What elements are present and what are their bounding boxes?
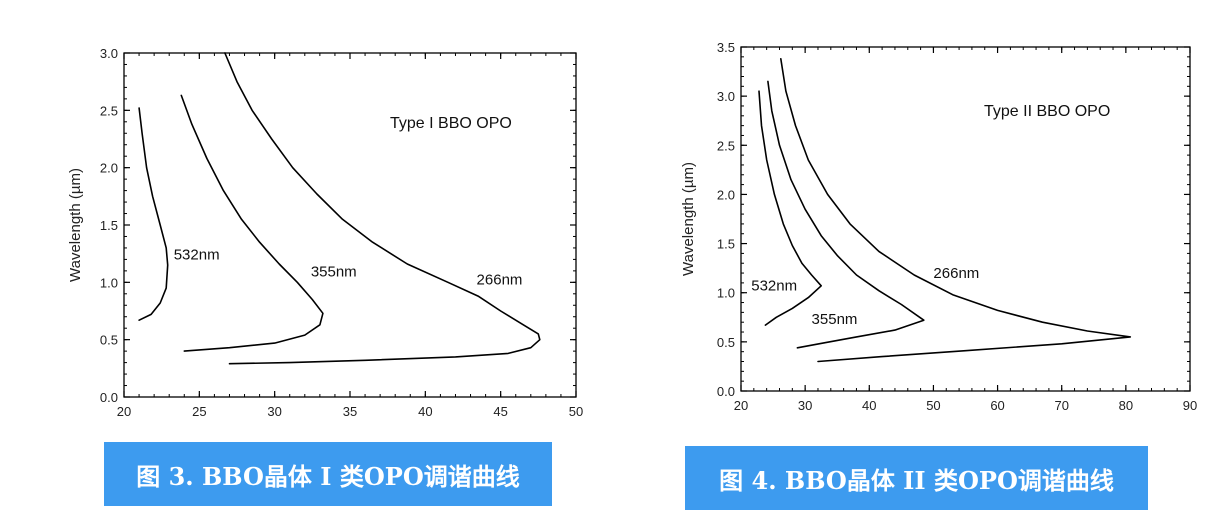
series-line-532nm <box>138 107 169 321</box>
figure-caption-type-i: 图 3. BBO晶体 I 类OPO调谐曲线 <box>104 442 552 506</box>
x-tick-label: 80 <box>1119 398 1133 413</box>
x-tick-label: 40 <box>418 404 432 419</box>
y-tick-label: 0.0 <box>100 390 118 405</box>
series-label-266nm: 266nm <box>477 272 523 289</box>
figure-caption-type-ii: 图 4. BBO晶体 II 类OPO调谐曲线 <box>685 446 1148 510</box>
x-tick-label: 70 <box>1054 398 1068 413</box>
y-tick-label: 2.5 <box>717 138 735 153</box>
x-tick-label: 35 <box>343 404 357 419</box>
y-tick-label: 1.5 <box>100 218 118 233</box>
y-tick-label: 1.0 <box>717 286 735 301</box>
x-tick-label: 20 <box>117 404 131 419</box>
y-axis-label: Wavelength (µm) <box>680 162 697 276</box>
series-label-355nm: 355nm <box>311 264 357 281</box>
series-line-355nm <box>767 80 925 349</box>
series-label-266nm: 266nm <box>933 265 979 282</box>
y-axis-label: Wavelength (µm) <box>67 168 84 282</box>
plot-frame <box>740 46 1191 392</box>
chart-panel-type-ii: 20 30 40 50 60 70 80 90 0.0 0.5 1.0 1.5 2.0 2.5 3.0 3.5… <box>610 0 1221 523</box>
series-label-355nm: 355nm <box>812 311 858 328</box>
chart-title: Type II BBO OPO <box>984 103 1110 120</box>
y-tick-label: 2.0 <box>717 187 735 202</box>
x-tick-label: 60 <box>990 398 1004 413</box>
x-tick-label: 40 <box>862 398 876 413</box>
y-tick-label: 3.0 <box>717 89 735 104</box>
series-line-532nm <box>758 90 822 326</box>
x-tick-label: 25 <box>192 404 206 419</box>
x-tick-label: 20 <box>734 398 748 413</box>
chart-panel-type-i: 20 25 30 35 40 45 50 0.0 0.5 1.0 1.5 2.0 2.5 3.0 Wavel… <box>0 0 610 523</box>
y-tick-label: 0.5 <box>100 333 118 348</box>
x-tick-label: 30 <box>798 398 812 413</box>
x-tick-label: 90 <box>1183 398 1197 413</box>
chart-title: Type I BBO OPO <box>390 115 512 132</box>
y-tick-label: 2.0 <box>100 161 118 176</box>
x-tick-label: 45 <box>493 404 507 419</box>
x-tick-label: 50 <box>569 404 583 419</box>
y-tick-label: 2.5 <box>100 103 118 118</box>
y-tick-label: 0.5 <box>717 335 735 350</box>
series-label-532nm: 532nm <box>174 246 220 263</box>
series-line-355nm <box>180 94 324 352</box>
y-tick-label: 1.0 <box>100 275 118 290</box>
series-line-266nm <box>224 52 541 365</box>
x-tick-label: 30 <box>267 404 281 419</box>
y-tick-label: 3.0 <box>100 46 118 61</box>
chart-type-ii: 20 30 40 50 60 70 80 90 0.0 0.5 1.0 1.5 2.0 2.5 3.0 3.5… <box>680 40 1197 413</box>
x-tick-label: 50 <box>926 398 940 413</box>
y-tick-label: 0.0 <box>717 384 735 399</box>
series-line-266nm <box>780 58 1132 363</box>
series-label-532nm: 532nm <box>751 278 797 295</box>
y-tick-label: 1.5 <box>717 237 735 252</box>
chart-type-i: 20 25 30 35 40 45 50 0.0 0.5 1.0 1.5 2.0 2.5 3.0 Wavel… <box>67 46 583 419</box>
y-tick-label: 3.5 <box>717 40 735 55</box>
